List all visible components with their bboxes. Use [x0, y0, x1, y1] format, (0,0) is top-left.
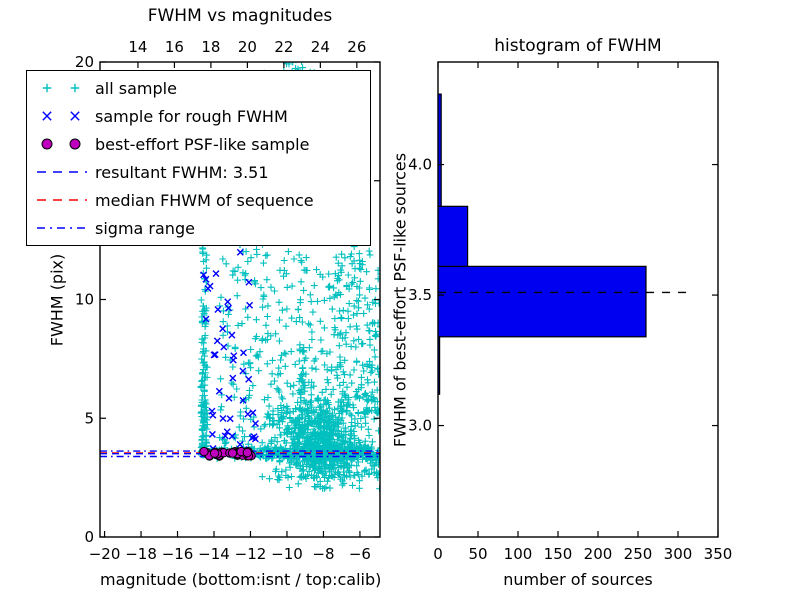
circle-markers-icon	[41, 138, 81, 150]
right-xtick-label: 50	[468, 545, 487, 563]
left-xtick-label: −8	[312, 545, 334, 563]
right-plot-xlabel: number of sources	[503, 570, 653, 589]
left-xtick-label: −14	[198, 545, 230, 563]
left-xtick-label: −18	[125, 545, 157, 563]
right-ytick-label: 3.5	[408, 286, 432, 304]
right-xtick-label: 250	[624, 545, 653, 563]
left-xtick-label: −6	[349, 545, 371, 563]
left-xtick-label: −10	[271, 545, 303, 563]
legend-item-psf-like-sample: best-effort PSF-like sample	[27, 131, 370, 158]
left-top-xtick-label: 14	[128, 38, 147, 56]
legend-label: sigma range	[95, 218, 195, 238]
left-plot-ylabel: FWHM (pix)	[47, 253, 67, 347]
left-plot-area	[100, 62, 380, 493]
legend-item-all-sample: all sample	[27, 75, 370, 102]
right-xtick-label: 150	[544, 545, 573, 563]
legend-label: median FHWM of sequence	[95, 190, 314, 210]
right-xtick-label: 0	[433, 545, 443, 563]
legend-item-rough-fwhm-sample: sample for rough FWHM	[27, 103, 370, 130]
left-ytick-label: 5	[84, 409, 94, 427]
hist-bar-1	[438, 265, 647, 338]
right-plot-frame	[437, 61, 719, 538]
left-ytick-label: 0	[84, 528, 94, 546]
hist-bar-3	[438, 93, 442, 207]
legend-item-sigma-range: sigma range	[27, 215, 370, 242]
dashed-line-icon	[37, 199, 87, 201]
scatter-series-sample-for-rough-FWHM	[200, 248, 259, 453]
right-xtick-label: 350	[704, 545, 733, 563]
right-xtick-label: 300	[664, 545, 693, 563]
left-top-xtick-label: 18	[201, 38, 220, 56]
right-ytick-label: 3.0	[408, 417, 432, 435]
legend-label: resultant FWHM: 3.51	[95, 162, 269, 182]
right-ytick-label: 4.0	[408, 156, 432, 174]
left-top-xtick-label: 16	[165, 38, 184, 56]
left-top-xtick-label: 20	[238, 38, 257, 56]
left-plot-title: FWHM vs magnitudes	[147, 6, 333, 26]
plus-markers-icon	[42, 83, 80, 93]
dashdot-line-icon	[37, 227, 87, 229]
left-top-xtick-label: 22	[274, 38, 293, 56]
left-ytick-label: 20	[75, 53, 94, 71]
left-xtick-label: −16	[162, 545, 194, 563]
axis-ticks	[100, 61, 719, 538]
legend-item-resultant-fwhm: resultant FWHM: 3.51	[27, 159, 370, 186]
left-top-xtick-label: 26	[347, 38, 366, 56]
legend-label: best-effort PSF-like sample	[95, 134, 310, 154]
right-plot-area	[438, 93, 690, 395]
legend-box: all sample sample for rough FWHM best-ef…	[26, 70, 371, 246]
left-ytick-label: 10	[75, 291, 94, 309]
tick-labels: −20 −18 −16 −14 −12 −10 −8 −6 14 16 18 20 22 24 26 0 5 10…	[75, 38, 732, 563]
scatter-series-psf-like	[199, 446, 256, 461]
hist-bar-2	[438, 205, 469, 267]
dashed-line-icon	[37, 171, 87, 173]
left-xtick-label: −20	[89, 545, 121, 563]
left-top-xtick-label: 24	[311, 38, 330, 56]
legend-label: sample for rough FWHM	[95, 106, 288, 126]
left-plot-xlabel: magnitude (bottom:isnt / top:calib)	[100, 570, 382, 589]
legend-item-median-fwhm: median FHWM of sequence	[27, 187, 370, 214]
left-xtick-label: −12	[235, 545, 267, 563]
right-xtick-label: 100	[504, 545, 533, 563]
cross-markers-icon	[42, 111, 80, 121]
legend-label: all sample	[95, 78, 177, 98]
right-plot-title: histogram of FWHM	[494, 36, 662, 56]
right-xtick-label: 200	[584, 545, 613, 563]
right-plot-ylabel: FWHM of best-effort PSF-like sources	[390, 152, 410, 448]
